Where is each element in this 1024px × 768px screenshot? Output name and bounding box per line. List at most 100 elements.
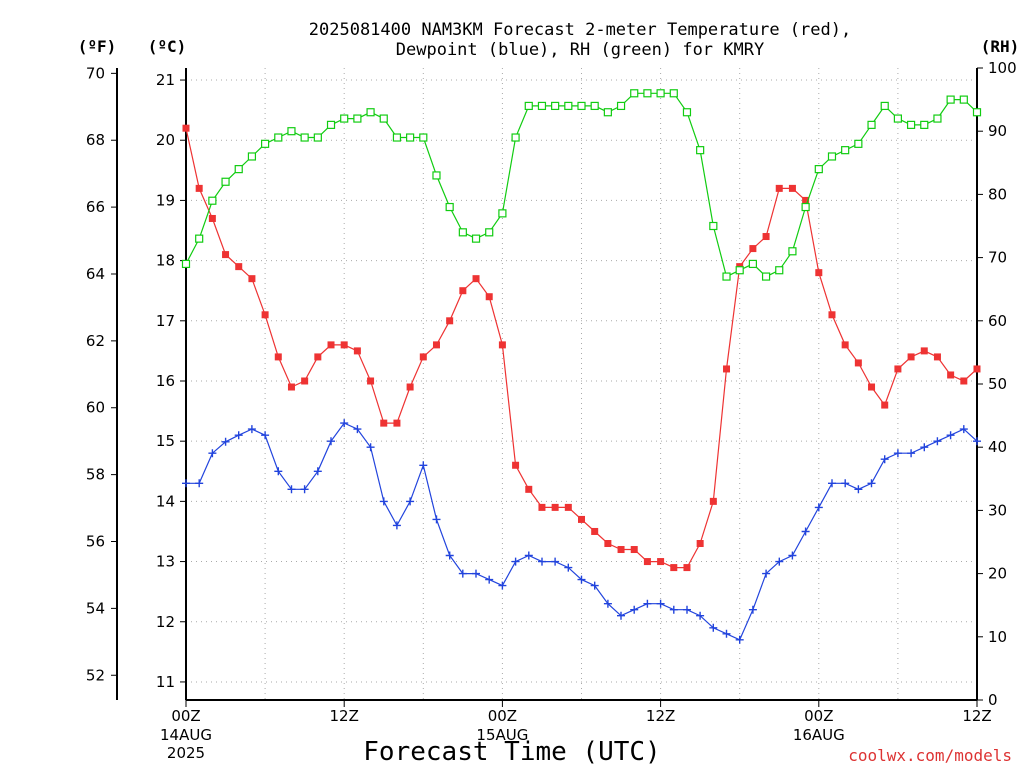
x-tick-date: 16AUG [793, 726, 845, 744]
fahrenheit-axis: 52 54 56 58 60 62 64 66 68 70 [86, 64, 117, 684]
rh-tick-label: 60 [988, 312, 1007, 330]
temperature-point [353, 347, 361, 355]
dewpoint-point [590, 581, 599, 590]
dewpoint-point [445, 551, 454, 560]
rh-point [498, 209, 507, 218]
dewpoint-line [186, 422, 978, 641]
temperature-point [591, 527, 599, 535]
c-tick-label: 18 [156, 252, 175, 270]
rh-point [827, 152, 837, 161]
f-tick-label: 58 [86, 466, 105, 484]
c-tick-label: 14 [156, 492, 175, 510]
chart-title-line2: Dewpoint (blue), RH (green) for KMRY [396, 40, 764, 60]
rh-point [893, 114, 903, 123]
rh-point [801, 202, 810, 212]
dewpoint-point [748, 605, 757, 614]
temperature-point [406, 383, 414, 391]
temperature-point [393, 419, 401, 427]
dewpoint-point [300, 485, 309, 494]
x-tick-year: 2025 [167, 744, 205, 762]
temperature-point [762, 233, 770, 241]
c-tick-label: 15 [156, 432, 175, 450]
rh-point [564, 101, 573, 111]
rh-tick-label: 10 [988, 628, 1007, 646]
dewpoint-point [617, 611, 625, 620]
rh-point [656, 89, 665, 98]
rh-point [432, 171, 441, 180]
f-tick-label: 54 [86, 599, 105, 617]
dewpoint-point [208, 449, 217, 458]
temperature-point [432, 341, 440, 349]
dewpoint-point [577, 575, 586, 584]
rh-point [234, 165, 243, 174]
dewpoint-point [313, 467, 322, 476]
temperature-point [248, 275, 256, 283]
rh-point [511, 133, 520, 142]
c-tick-label: 11 [156, 673, 175, 691]
rh-point [616, 101, 626, 111]
dewpoint-point [630, 605, 639, 614]
dewpoint-point [498, 581, 507, 590]
rh-tick-label: 0 [988, 691, 998, 709]
temperature-point [419, 353, 427, 361]
series-temperature [182, 124, 981, 572]
dewpoint-point [959, 425, 968, 434]
rh-point [445, 202, 454, 212]
dewpoint-point [261, 431, 270, 440]
temperature-point [933, 353, 941, 361]
temperature-point [538, 503, 546, 511]
rh-point [340, 114, 349, 123]
dewpoint-point [458, 569, 467, 578]
grid-lines [186, 68, 977, 700]
celsius-axis: 11 12 13 14 15 16 17 18 19 20 21 [156, 71, 186, 691]
temperature-point [525, 485, 533, 493]
rh-point [471, 234, 481, 243]
dewpoint-point [775, 557, 784, 566]
rh-point [353, 114, 362, 123]
temperature-point [920, 347, 928, 355]
dewpoint-point [274, 467, 283, 476]
chart-title-line1: 2025081400 NAM3KM Forecast 2-meter Tempe… [309, 20, 851, 40]
rh-axis: 0 10 20 30 40 50 60 70 80 90 100 [977, 59, 1017, 709]
temperature-point [854, 359, 862, 367]
rh-point [854, 139, 863, 148]
rh-tick-label: 40 [988, 438, 1007, 456]
temperature-point [749, 245, 757, 253]
temperature-point [367, 377, 375, 385]
f-tick-label: 52 [86, 666, 105, 684]
x-tick-label: 12Z [646, 707, 675, 725]
temperature-point [604, 540, 612, 548]
temperature-point [314, 353, 322, 361]
x-tick-date: 15AUG [476, 726, 528, 744]
rh-point [603, 108, 612, 117]
rh-point [537, 101, 547, 111]
series-dewpoint [182, 419, 981, 644]
rh-point [577, 101, 586, 111]
rh-point [419, 133, 428, 142]
dewpoint-point [669, 605, 678, 614]
dewpoint-point [696, 611, 705, 620]
temperature-point [235, 263, 243, 271]
rh-point [867, 120, 876, 129]
dewpoint-point [472, 569, 480, 578]
temperature-point [485, 293, 493, 301]
dewpoint-point [907, 449, 916, 458]
c-tick-label: 20 [156, 131, 175, 149]
f-tick-label: 68 [86, 131, 105, 149]
dewpoint-point [406, 497, 415, 506]
temperature-point [182, 124, 190, 132]
temperature-point [327, 341, 335, 349]
temperature-point [723, 365, 731, 373]
rh-point [326, 120, 336, 129]
dewpoint-point [920, 443, 929, 452]
temperature-point [960, 377, 968, 385]
dewpoint-point [247, 425, 256, 434]
rh-point [775, 266, 784, 275]
dewpoint-point [973, 437, 981, 446]
temperature-point [472, 275, 480, 283]
rh-point [946, 95, 955, 104]
dewpoint-point [854, 485, 863, 494]
dewpoint-point [287, 485, 296, 494]
fahrenheit-unit-label: (ºF) [78, 37, 117, 56]
rh-point [458, 228, 467, 237]
